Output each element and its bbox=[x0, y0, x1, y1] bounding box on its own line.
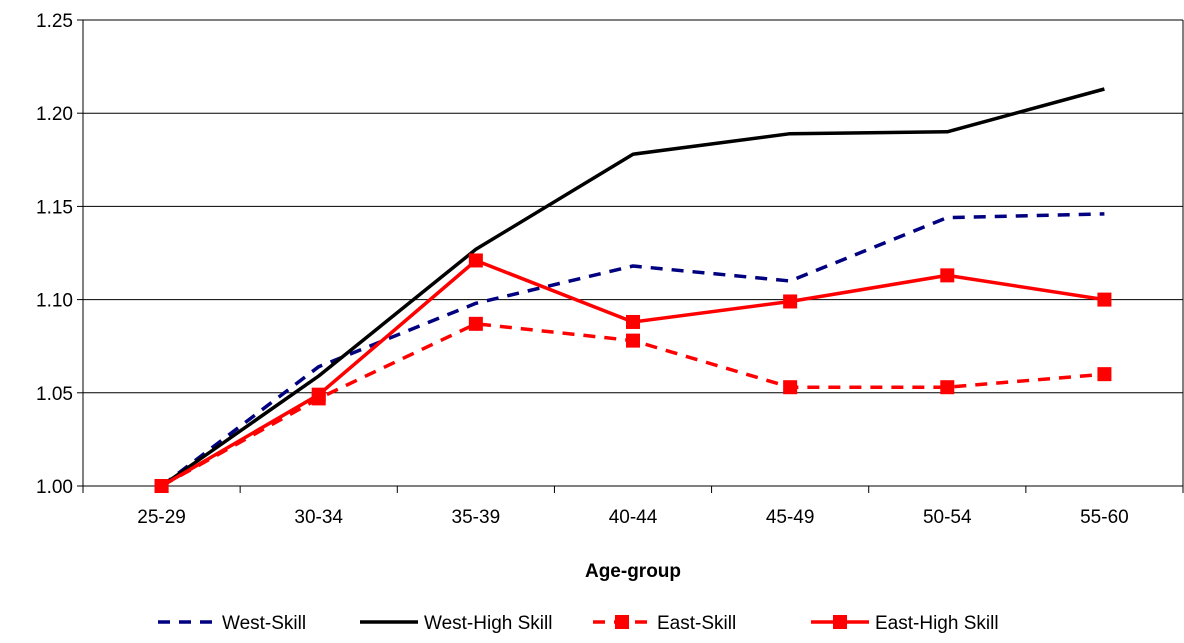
x-tick-label: 45-49 bbox=[766, 507, 815, 528]
data-point bbox=[626, 314, 640, 329]
x-tick-label: 35-39 bbox=[452, 507, 501, 528]
y-tick-label: 1.20 bbox=[36, 104, 73, 125]
legend-marker bbox=[615, 615, 629, 629]
tick-labels: 1.00 1.05 1.10 1.15 1.20 1.25 25-29 30-34 35-39 4… bbox=[36, 11, 1129, 528]
series-west-high-skill bbox=[160, 87, 1105, 488]
legend-item: West-Skill bbox=[158, 613, 306, 634]
y-tick-label: 1.05 bbox=[36, 384, 73, 405]
data-point bbox=[783, 294, 798, 309]
gridlines bbox=[83, 19, 1183, 394]
x-tick-label: 25-29 bbox=[137, 507, 186, 528]
x-axis-title: Age-group bbox=[585, 561, 681, 582]
data-point bbox=[311, 387, 326, 402]
data-point bbox=[783, 380, 798, 395]
data-point bbox=[940, 380, 955, 395]
series-lines bbox=[154, 87, 1112, 493]
y-tick-label: 1.25 bbox=[36, 11, 73, 32]
legend-item: West-High Skill bbox=[360, 613, 552, 634]
series-west-skill bbox=[160, 212, 1105, 488]
data-point bbox=[1097, 367, 1112, 382]
legend-item: East-High Skill bbox=[811, 613, 999, 634]
data-point bbox=[468, 316, 483, 331]
series-east-high-skill bbox=[154, 253, 1112, 493]
data-point bbox=[154, 479, 169, 493]
data-point bbox=[1097, 292, 1112, 307]
legend-label: East-Skill bbox=[657, 613, 736, 634]
x-tick-label: 55-60 bbox=[1080, 507, 1129, 528]
y-tick-label: 1.00 bbox=[36, 477, 73, 498]
axes bbox=[77, 19, 1184, 493]
series-line bbox=[160, 87, 1105, 488]
series-line bbox=[160, 258, 1105, 488]
legend: West-Skill West-High Skill East-Skill East-… bbox=[158, 613, 999, 634]
x-tick-label: 50-54 bbox=[923, 507, 972, 528]
legend-marker bbox=[833, 615, 847, 629]
legend-label: West-High Skill bbox=[424, 613, 552, 634]
x-tick-label: 40-44 bbox=[609, 507, 658, 528]
data-point bbox=[468, 253, 483, 268]
x-tick-label: 30-34 bbox=[294, 507, 343, 528]
legend-label: West-Skill bbox=[222, 613, 306, 634]
legend-label: East-High Skill bbox=[875, 613, 999, 634]
series-line bbox=[160, 212, 1105, 488]
data-point bbox=[940, 268, 955, 283]
data-point bbox=[626, 333, 640, 348]
legend-item: East-Skill bbox=[593, 613, 736, 634]
y-tick-label: 1.10 bbox=[36, 291, 73, 312]
y-tick-label: 1.15 bbox=[36, 197, 73, 218]
